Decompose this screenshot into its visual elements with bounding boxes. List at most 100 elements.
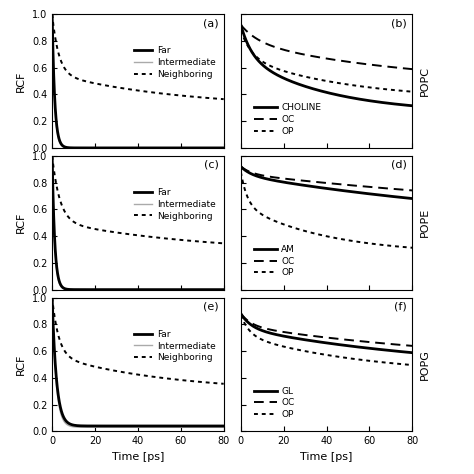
Far	[128, 287, 134, 292]
Neighboring	[184, 237, 190, 243]
Intermediate	[133, 425, 138, 430]
OC	[321, 55, 327, 61]
Intermediate	[133, 287, 138, 292]
Far	[221, 287, 227, 292]
Intermediate	[216, 287, 221, 292]
Neighboring	[58, 340, 64, 346]
Intermediate	[49, 11, 55, 17]
Far	[58, 141, 64, 146]
OC	[410, 188, 415, 193]
Line: Far: Far	[52, 156, 224, 290]
Intermediate	[49, 153, 55, 159]
Neighboring	[221, 240, 227, 246]
CHOLINE	[373, 99, 379, 104]
OC	[317, 55, 322, 60]
Intermediate	[49, 295, 55, 301]
CHOLINE	[247, 45, 253, 51]
Intermediate	[216, 425, 221, 430]
AM	[321, 185, 327, 191]
Neighboring	[216, 240, 221, 246]
Neighboring	[221, 96, 227, 102]
OP	[317, 351, 322, 356]
Far	[128, 423, 134, 429]
Text: (d): (d)	[392, 160, 407, 170]
Far	[221, 145, 227, 151]
Far	[184, 287, 190, 292]
Text: (c): (c)	[204, 160, 219, 170]
OP	[404, 362, 410, 367]
Legend: AM, OC, OP: AM, OC, OP	[250, 241, 299, 281]
Neighboring	[216, 381, 221, 386]
Far	[49, 11, 55, 17]
Neighboring	[184, 378, 190, 383]
Far	[58, 407, 64, 412]
OP	[238, 312, 244, 318]
Intermediate	[207, 425, 213, 430]
Intermediate	[184, 425, 190, 430]
OC	[247, 169, 253, 174]
Line: AM: AM	[241, 167, 412, 199]
Y-axis label: RCF: RCF	[16, 354, 27, 375]
CHOLINE	[317, 88, 322, 93]
OP	[410, 245, 415, 251]
Far	[133, 145, 138, 151]
AM	[317, 185, 322, 191]
X-axis label: Time [ps]: Time [ps]	[301, 452, 353, 462]
Line: OP: OP	[241, 172, 412, 248]
Line: OC: OC	[241, 167, 412, 191]
CHOLINE	[410, 103, 415, 109]
CHOLINE	[238, 22, 244, 28]
OC	[317, 180, 322, 185]
Intermediate	[184, 145, 190, 151]
OC	[404, 66, 410, 72]
OP	[317, 232, 322, 237]
Line: OC: OC	[241, 314, 412, 346]
Neighboring	[49, 295, 55, 301]
Far	[217, 423, 223, 429]
AM	[238, 164, 244, 170]
Far	[133, 287, 138, 292]
Far	[184, 145, 190, 151]
Intermediate	[221, 425, 227, 430]
Legend: Far, Intermediate, Neighboring: Far, Intermediate, Neighboring	[131, 184, 219, 224]
Neighboring	[216, 240, 221, 246]
OP	[238, 27, 244, 33]
OP	[373, 359, 379, 365]
OC	[238, 311, 244, 317]
Far	[49, 295, 55, 301]
Intermediate	[221, 287, 227, 292]
CHOLINE	[321, 89, 327, 95]
Intermediate	[216, 145, 221, 151]
Intermediate	[58, 142, 64, 147]
Neighboring	[216, 96, 221, 101]
OP	[238, 169, 244, 175]
Far	[216, 145, 221, 151]
Intermediate	[58, 283, 64, 289]
Intermediate	[128, 145, 134, 151]
Line: Neighboring: Neighboring	[52, 14, 224, 99]
Text: (b): (b)	[392, 18, 407, 28]
AM	[404, 195, 410, 201]
OP	[404, 89, 410, 94]
OP	[321, 78, 327, 83]
Intermediate	[216, 287, 221, 292]
OP	[404, 89, 410, 94]
CHOLINE	[404, 102, 410, 108]
OC	[404, 187, 410, 193]
Intermediate	[128, 425, 134, 430]
Line: GL: GL	[241, 314, 412, 353]
OC	[404, 343, 410, 348]
Neighboring	[133, 372, 138, 377]
OP	[404, 245, 410, 250]
Y-axis label: RCF: RCF	[16, 212, 27, 234]
OC	[321, 180, 327, 186]
Line: Intermediate: Intermediate	[52, 156, 224, 290]
OP	[410, 89, 415, 94]
OC	[317, 334, 322, 339]
OP	[410, 362, 415, 368]
Intermediate	[216, 425, 222, 430]
Neighboring	[58, 200, 64, 206]
GL	[238, 311, 244, 317]
OP	[404, 362, 410, 367]
OP	[247, 199, 253, 204]
